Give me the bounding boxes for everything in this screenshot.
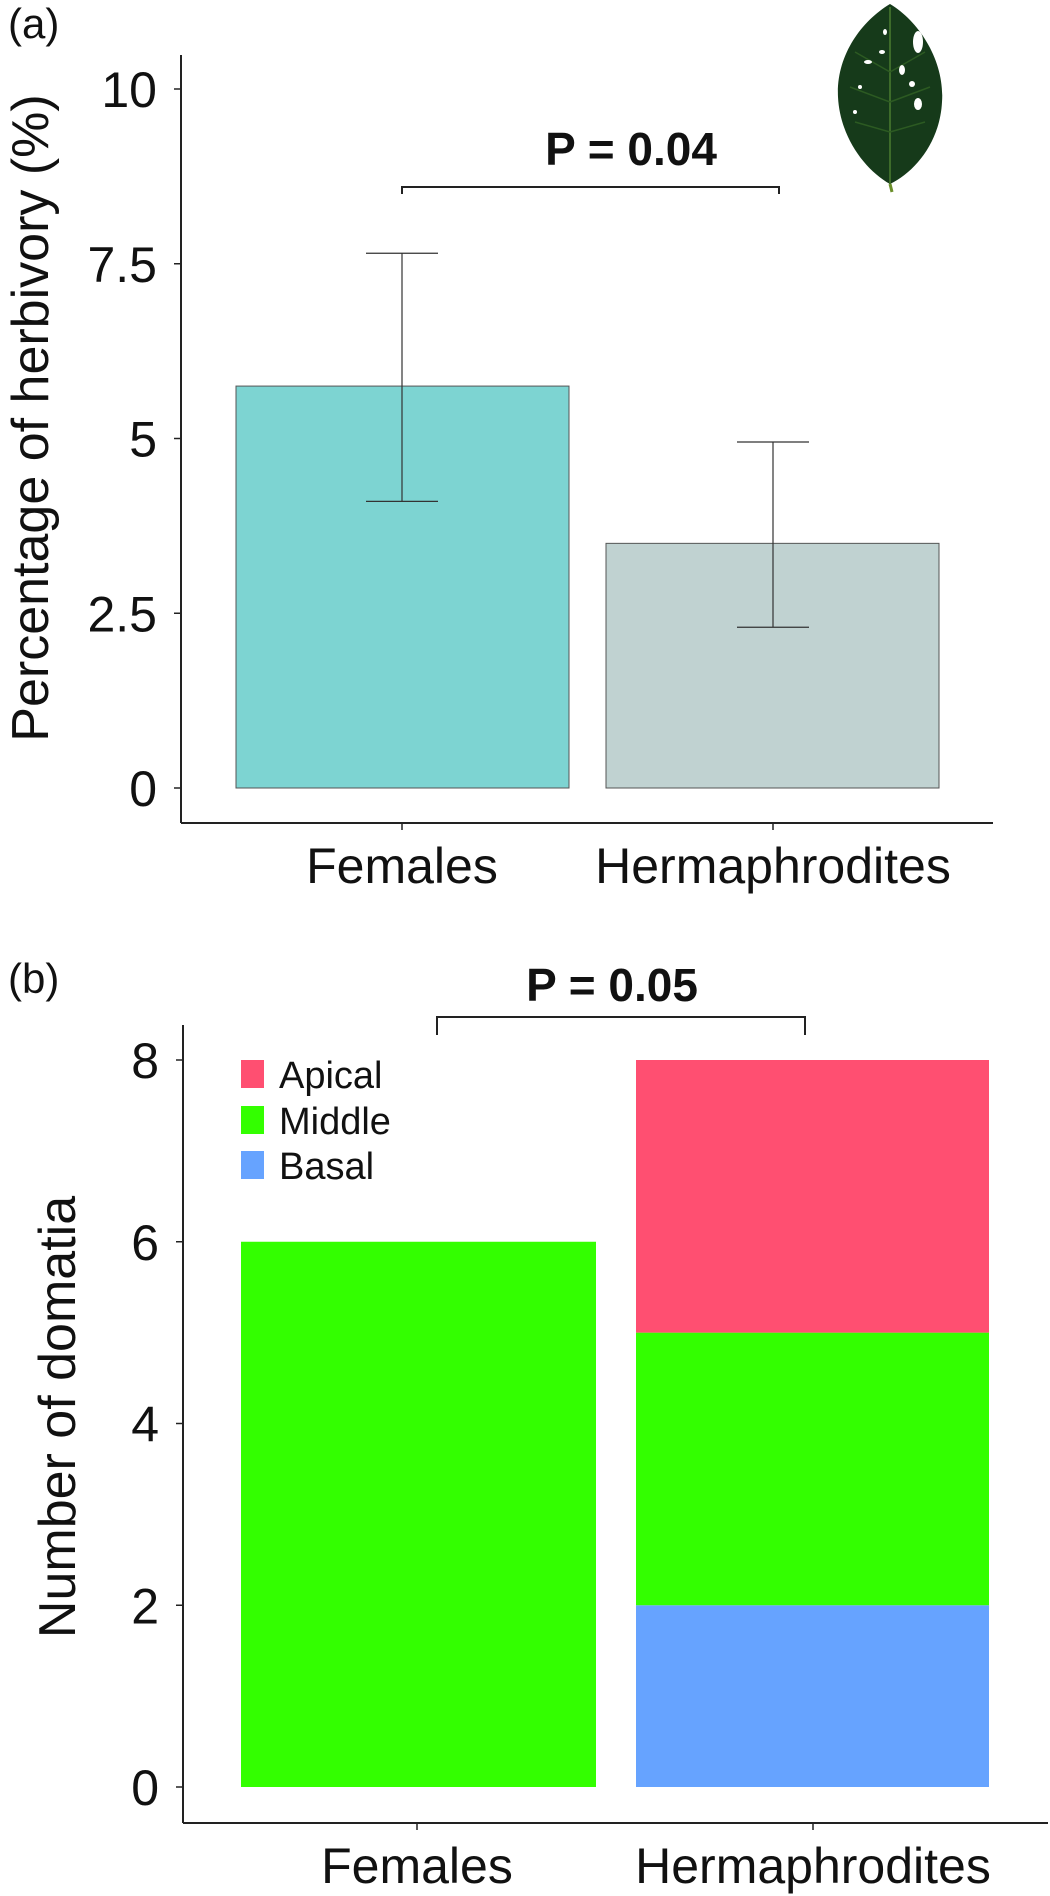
- panel-b-x-tick-label: Females: [321, 1838, 513, 1894]
- panel-a-y-axis-title: Percentage of herbivory (%): [2, 94, 60, 741]
- panel-a-y-tick-label: 10: [101, 62, 157, 118]
- panel-a-x-tick-label: Females: [306, 838, 498, 894]
- panel-a-x-tick-label: Hermaphrodites: [595, 838, 951, 894]
- panel-b-bar-hermaphrodites-middle: [636, 1332, 989, 1606]
- panel-a-y-tick-label: 7.5: [87, 237, 157, 293]
- panel-a-y-tick-label: 5: [129, 412, 157, 468]
- leaf-image: [837, 4, 943, 193]
- panel-b-p-value: P = 0.05: [526, 959, 698, 1011]
- panel-b-x-tick-label: Hermaphrodites: [635, 1838, 991, 1894]
- legend-label-apical: Apical: [279, 1055, 383, 1097]
- panel-a-y-tick-label: 2.5: [87, 586, 157, 642]
- panel-b-y-tick-label: 2: [131, 1578, 159, 1634]
- panel-b-bar-hermaphrodites-apical: [636, 1060, 989, 1333]
- panel-b-bar-hermaphrodites-basal: [636, 1605, 989, 1787]
- panel-b-y-tick-label: 4: [131, 1397, 159, 1453]
- panel-b-y-tick-label: 8: [131, 1033, 159, 1089]
- panel-b-y-tick-label: 0: [131, 1760, 159, 1816]
- panel-b-plot: 0 2 4 6 8 Females Hermaphrodites ApicalMiddleBa…: [131, 1016, 1048, 1894]
- legend-swatch-middle: [241, 1106, 264, 1134]
- panel-b-y-axis-title: Number of domatia: [29, 1196, 87, 1638]
- legend-label-basal: Basal: [279, 1146, 374, 1188]
- panel-a-plot: 0 2.5 5 7.5 10 Females Hermaphrodites: [87, 55, 993, 894]
- panel-a-y-tick-label: 0: [129, 761, 157, 817]
- panel-b-label: (b): [8, 955, 59, 1002]
- panel-b-y-tick-label: 6: [131, 1215, 159, 1271]
- panel-b-bar-females-middle: [241, 1241, 596, 1787]
- panel-a-label: (a): [8, 0, 59, 47]
- panel-b-significance-bracket: [436, 1016, 806, 1035]
- legend-swatch-apical: [241, 1060, 264, 1088]
- panel-a-significance-bracket: [401, 186, 780, 194]
- legend-label-middle: Middle: [279, 1101, 391, 1143]
- panel-a-p-value: P = 0.04: [545, 123, 717, 175]
- legend-swatch-basal: [241, 1151, 264, 1179]
